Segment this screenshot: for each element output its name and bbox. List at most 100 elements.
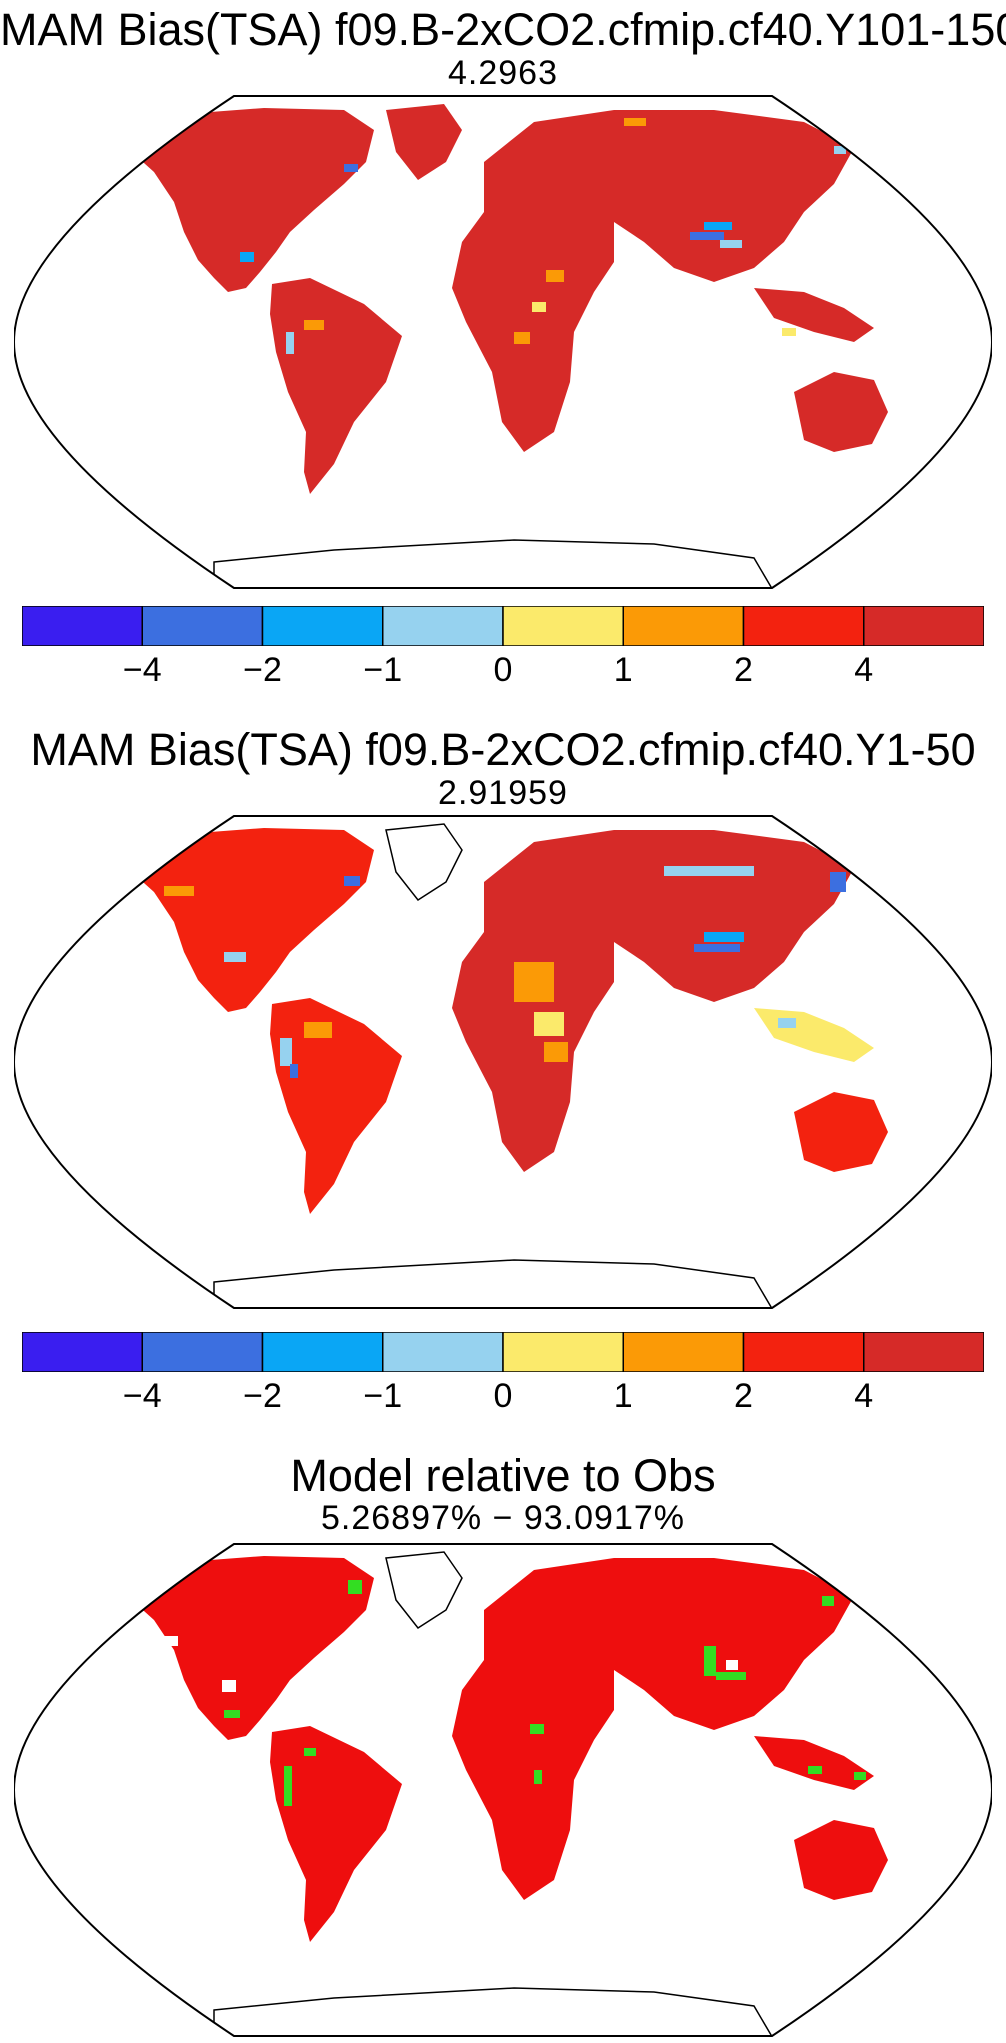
patch-light-blue xyxy=(834,146,846,154)
patch-green xyxy=(530,1724,544,1734)
panel-2-colorbar xyxy=(22,1332,984,1372)
colorbar-cell xyxy=(622,606,745,646)
eurasia-africa-land xyxy=(452,1558,854,1900)
colorbar-cell xyxy=(382,606,504,646)
colorbar-tick-label: 2 xyxy=(734,651,753,689)
patch-light-blue xyxy=(286,332,294,354)
patch-orange xyxy=(514,332,530,344)
colorbar-cell xyxy=(261,606,384,646)
panel-1-colorbar xyxy=(22,606,984,646)
colorbar-cell xyxy=(141,1332,264,1372)
north-america-land xyxy=(124,1556,374,1740)
patch-orange xyxy=(164,886,194,896)
patch-deep-blue xyxy=(290,1064,298,1078)
patch-green xyxy=(304,1748,316,1756)
colorbar-cell xyxy=(863,606,984,646)
colorbar-cell xyxy=(622,1332,745,1372)
colorbar-tick-label: −4 xyxy=(122,651,162,689)
patch-green xyxy=(534,1770,542,1784)
greenland-land xyxy=(385,823,463,901)
antarctica-land xyxy=(213,1987,776,2036)
patch-green xyxy=(284,1766,292,1806)
australia-land xyxy=(794,372,888,452)
colorbar-cell xyxy=(261,1332,384,1372)
patch-white xyxy=(222,1680,236,1692)
colorbar-tick-label: −1 xyxy=(363,1377,403,1415)
colorbar-tick-label: 4 xyxy=(854,1377,874,1415)
patch-green xyxy=(822,1596,834,1606)
colorbar-tick-label: 4 xyxy=(854,651,874,689)
panel-1: MAM Bias(TSA) f09.B-2xCO2.cfmip.cf40.Y10… xyxy=(0,0,1006,689)
patch-deep-blue xyxy=(694,944,740,952)
colorbar-cell xyxy=(742,606,865,646)
south-america-land xyxy=(270,1726,402,1942)
patch-green xyxy=(716,1672,746,1680)
patch-light-blue xyxy=(778,1018,796,1028)
panel-2: MAM Bias(TSA) f09.B-2xCO2.cfmip.cf40.Y1-… xyxy=(0,720,1006,1415)
colorbar-cell xyxy=(863,1332,984,1372)
patch-deep-blue xyxy=(690,232,724,240)
patch-white xyxy=(164,1636,178,1646)
patch-orange xyxy=(624,118,646,126)
north-america-land xyxy=(124,108,374,292)
australia-land xyxy=(794,1820,888,1900)
colorbar-tick-label: 1 xyxy=(613,1377,633,1415)
patch-green xyxy=(854,1772,866,1780)
colorbar-tick-label: 0 xyxy=(493,1377,513,1415)
eurasia-africa-land xyxy=(452,830,854,1172)
colorbar-cell xyxy=(382,1332,504,1372)
patch-light-blue xyxy=(224,952,246,962)
maritime-asia-land xyxy=(754,1008,874,1062)
patch-green xyxy=(348,1580,362,1594)
patch-light-blue xyxy=(720,240,742,248)
colorbar-cell xyxy=(22,606,143,646)
patch-blue xyxy=(240,252,254,262)
colorbar-cell xyxy=(502,1332,624,1372)
patch-yellow xyxy=(532,302,546,312)
patch-orange xyxy=(546,270,564,282)
greenland-land xyxy=(385,1551,463,1629)
colorbar-tick-label: 1 xyxy=(613,651,633,689)
north-america-land xyxy=(124,828,374,1012)
colorbar-cell xyxy=(742,1332,865,1372)
south-america-land xyxy=(270,998,402,1214)
patch-blue xyxy=(704,222,732,230)
colorbar-tick-label: −2 xyxy=(243,1377,282,1415)
patch-green xyxy=(808,1766,822,1774)
patch-deep-blue xyxy=(344,876,360,886)
panel-3-title: Model relative to Obs xyxy=(290,1450,716,1501)
colorbar-cell xyxy=(502,606,624,646)
patch-deep-blue xyxy=(830,872,846,892)
panel-2-map xyxy=(14,815,992,1309)
panel-2-subtitle: 2.91959 xyxy=(438,774,568,812)
patch-green xyxy=(704,1646,716,1676)
panel-1-title: MAM Bias(TSA) f09.B-2xCO2.cfmip.cf40.Y10… xyxy=(0,4,1006,55)
patch-orange xyxy=(544,1042,568,1062)
panel-3-map xyxy=(14,1543,992,2037)
south-america-land xyxy=(270,278,402,494)
patch-orange xyxy=(304,1022,332,1038)
panel-2-title: MAM Bias(TSA) f09.B-2xCO2.cfmip.cf40.Y1-… xyxy=(30,724,976,775)
panel-1-subtitle: 4.2963 xyxy=(448,54,558,92)
patch-light-blue xyxy=(280,1038,292,1066)
colorbar-tick-label: 2 xyxy=(734,1377,753,1415)
patch-green xyxy=(224,1710,240,1718)
colorbar-tick-label: −4 xyxy=(122,1377,162,1415)
patch-yellow xyxy=(782,328,796,336)
map-boundary xyxy=(14,1543,992,2037)
antarctica-land xyxy=(213,1259,776,1308)
eurasia-africa-land xyxy=(452,110,854,452)
patch-deep-blue xyxy=(344,164,358,172)
australia-land xyxy=(794,1092,888,1172)
antarctica-land xyxy=(213,539,776,588)
patch-orange xyxy=(304,320,324,330)
patch-blue xyxy=(704,932,744,942)
patch-white xyxy=(726,1660,738,1670)
patch-orange xyxy=(514,962,554,1002)
colorbar-tick-label: −2 xyxy=(243,651,282,689)
patch-yellow xyxy=(534,1012,564,1036)
colorbar-tick-label: 0 xyxy=(493,651,513,689)
map-boundary xyxy=(14,95,992,589)
maritime-asia-land xyxy=(754,288,874,342)
colorbar-tick-label: −1 xyxy=(363,651,403,689)
